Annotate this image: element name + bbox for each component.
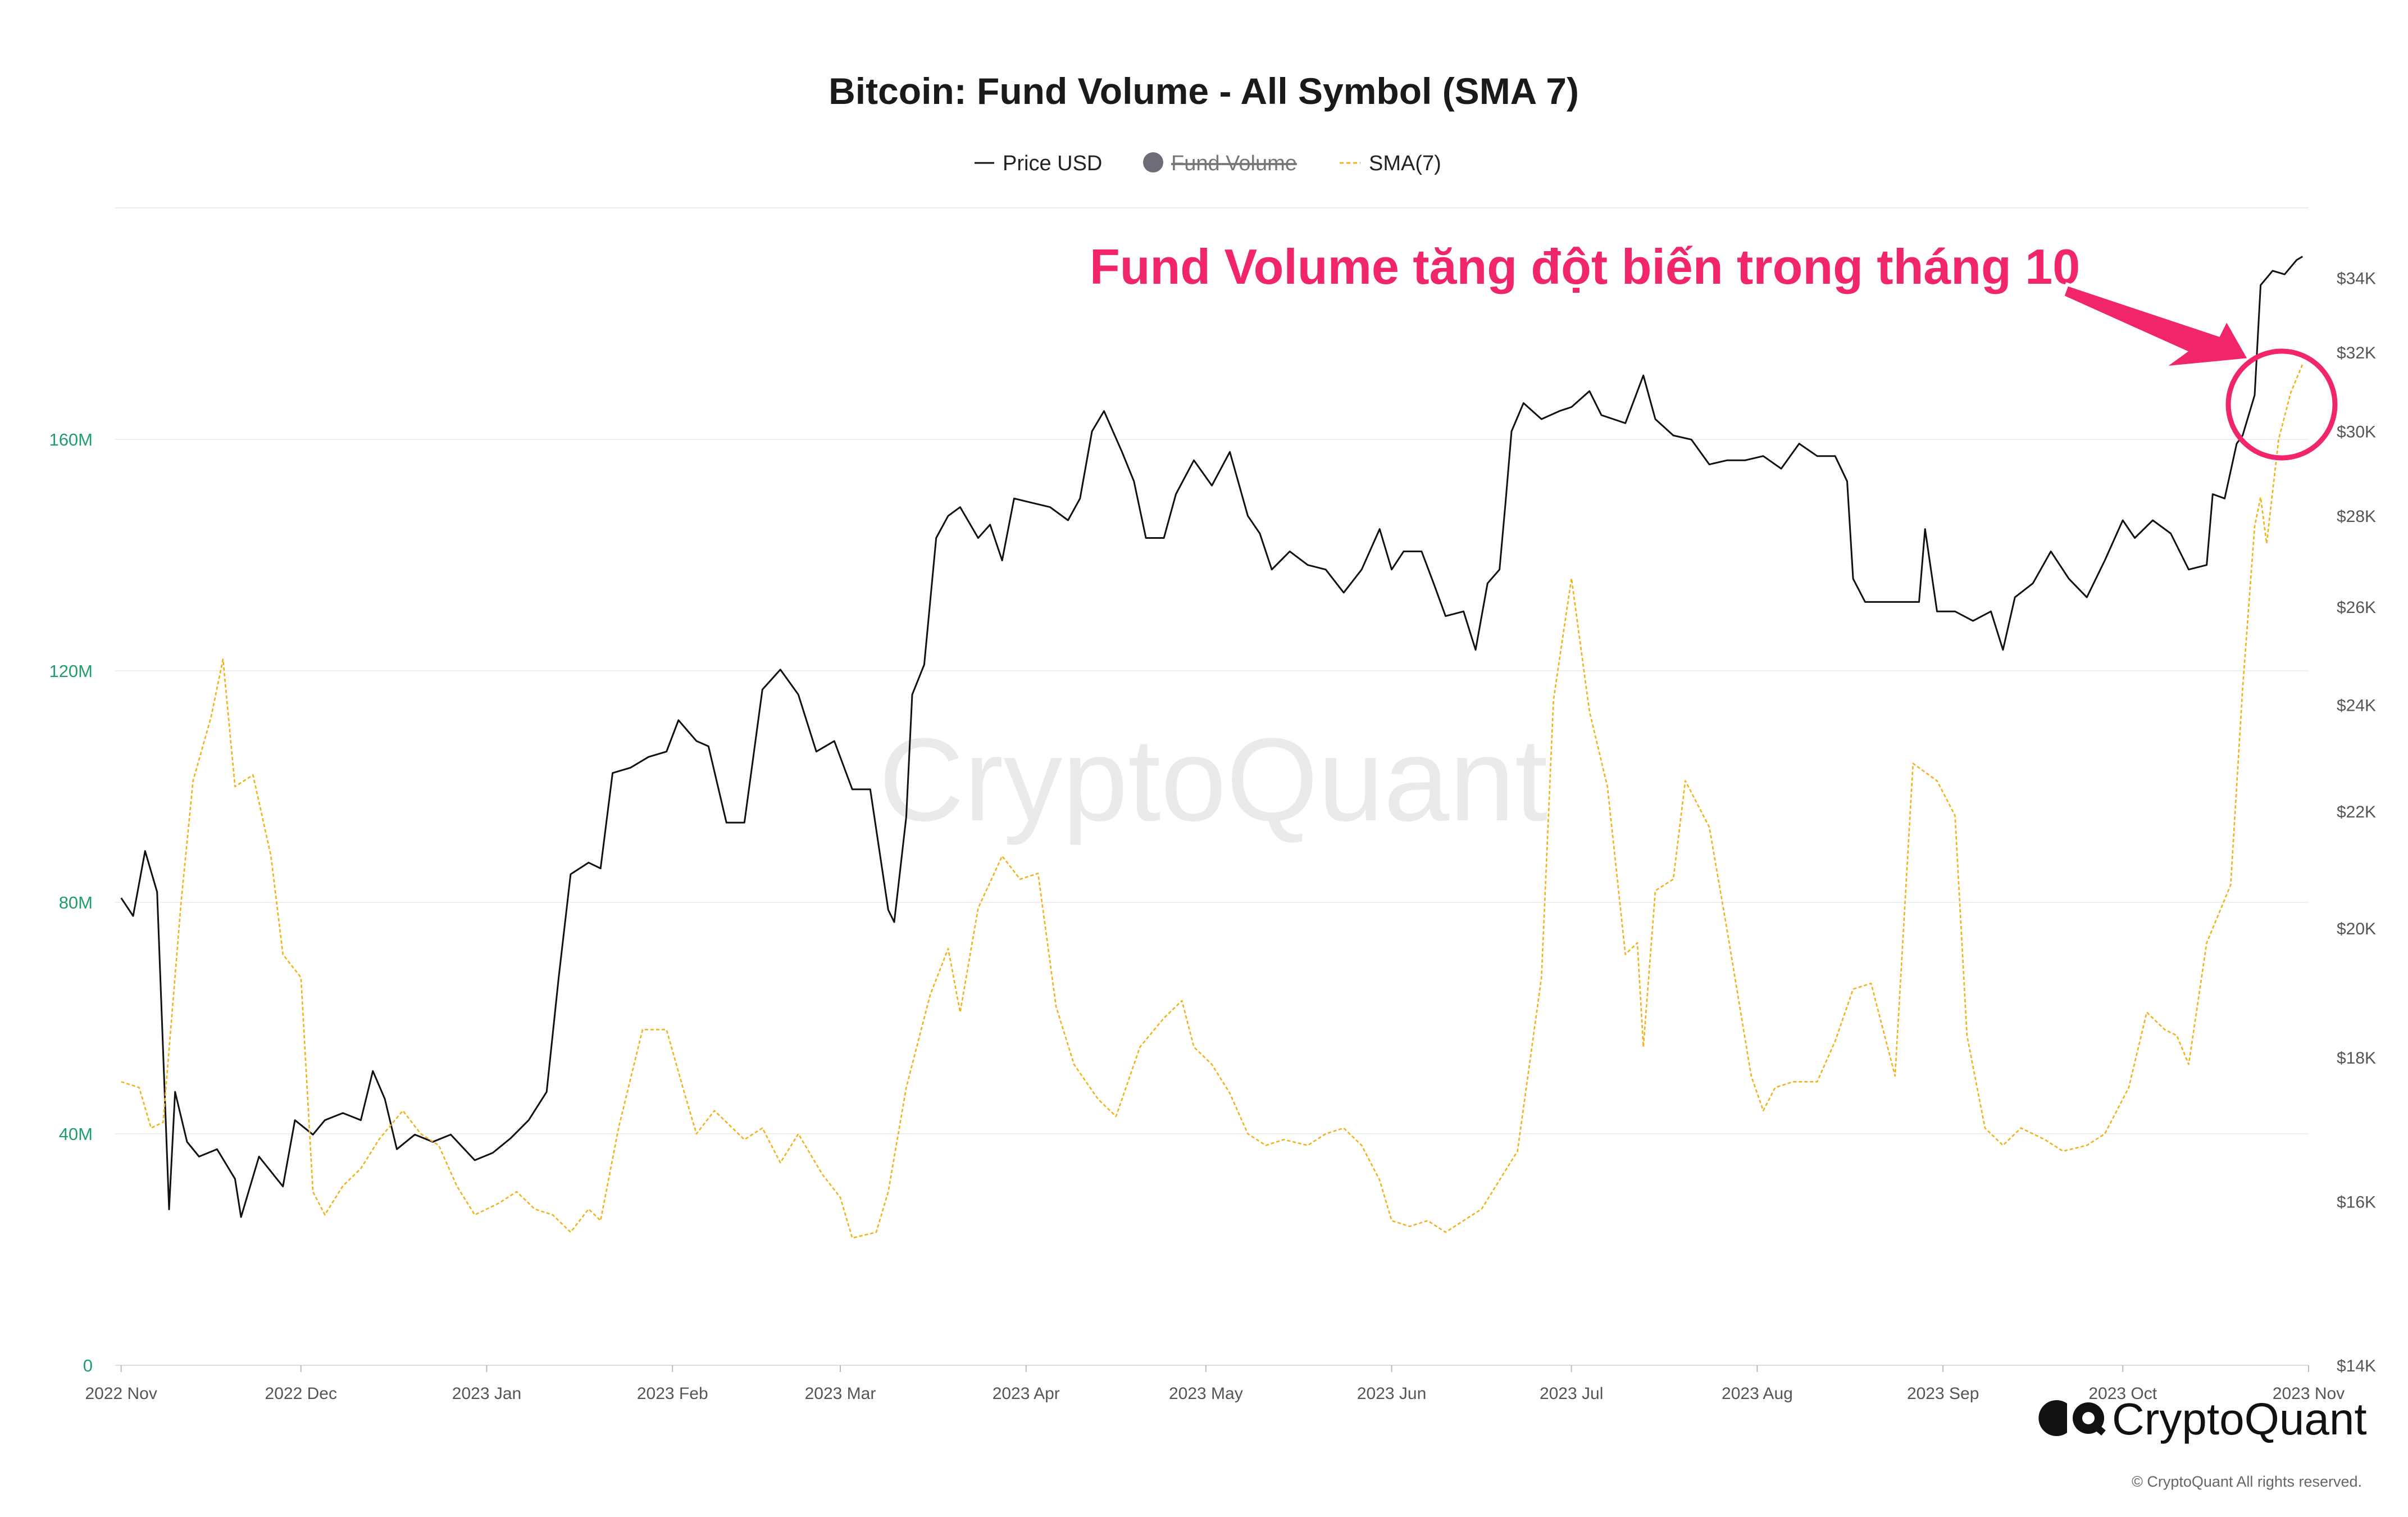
annotation: Fund Volume tăng đột biến trong tháng 10 (1086, 235, 2338, 461)
series-layer (120, 256, 2304, 1239)
legend-fund-volume-swatch (1143, 152, 1163, 172)
legend-item-price[interactable]: Price USD (975, 152, 1102, 175)
annotation-text: Fund Volume tăng đột biến trong tháng 10 (1090, 239, 2080, 294)
y-left-tick-label: 160M (49, 430, 93, 449)
y-right-tick-label: $24K (2337, 696, 2376, 715)
y-axis-left: 0 40M 80M 120M 160M (49, 430, 93, 1375)
y-right-tick-label: $32K (2337, 344, 2376, 362)
legend-item-sma[interactable]: SMA(7) (1340, 152, 1441, 175)
legend-sma-label: SMA(7) (1369, 152, 1441, 175)
legend[interactable]: Price USD Fund Volume SMA(7) (975, 152, 1441, 175)
chart-title: Bitcoin: Fund Volume - All Symbol (SMA 7… (829, 70, 1579, 112)
annotation-circle (2225, 348, 2338, 461)
y-left-tick-label: 80M (59, 893, 93, 912)
y-right-tick-label: $34K (2337, 270, 2376, 288)
legend-price-label: Price USD (1003, 152, 1102, 175)
y-left-tick-label: 0 (83, 1356, 93, 1375)
copyright: © CryptoQuant All rights reserved. (2132, 1473, 2362, 1490)
y-right-tick-label: $30K (2337, 423, 2376, 442)
x-tick-label: 2023 Jan (452, 1384, 521, 1403)
y-left-tick-label: 40M (59, 1124, 93, 1144)
brand-name: CryptoQuant (2112, 1394, 2367, 1444)
y-axis-right: $14K $16K $18K $20K $22K $24K $26K $28K $30K $32K… (2337, 270, 2376, 1375)
y-right-tick-label: $16K (2337, 1193, 2376, 1212)
x-tick-label: 2023 Mar (805, 1384, 876, 1403)
legend-fund-volume-label: Fund Volume (1171, 152, 1297, 175)
y-right-tick-label: $20K (2337, 920, 2376, 938)
x-tick-label: 2023 Oct (2088, 1384, 2157, 1403)
x-tick-label: 2023 Aug (1722, 1384, 1793, 1403)
x-tick-label: 2022 Dec (265, 1384, 337, 1403)
y-left-tick-label: 120M (49, 661, 93, 681)
annotation-arrow (2060, 282, 2252, 371)
x-tick-label: 2023 May (1169, 1384, 1243, 1403)
y-right-tick-label: $26K (2337, 598, 2376, 617)
x-tick-label: 2023 Jun (1357, 1384, 1426, 1403)
y-right-tick-label: $18K (2337, 1049, 2376, 1068)
x-tick-label: 2023 Sep (1907, 1384, 1979, 1403)
y-right-tick-label: $14K (2337, 1357, 2376, 1375)
x-tick-label: 2023 Nov (2273, 1384, 2345, 1403)
series-price-usd-line (120, 256, 2304, 1218)
watermark: CryptoQuant (879, 714, 1548, 846)
cryptoquant-logo-icon (2038, 1400, 2106, 1436)
x-tick-label: 2023 Feb (637, 1384, 708, 1403)
x-axis: 2022 Nov 2022 Dec 2023 Jan 2023 Feb 2023 Mar… (85, 1365, 2345, 1403)
gridlines (115, 207, 2309, 1366)
legend-item-fund-volume[interactable]: Fund Volume (1143, 152, 1297, 175)
x-tick-label: 2022 Nov (85, 1384, 157, 1403)
brand-logo: CryptoQuant © CryptoQuant All rights res… (2038, 1394, 2367, 1490)
y-right-tick-label: $22K (2337, 803, 2376, 821)
x-tick-label: 2023 Jul (1540, 1384, 1603, 1403)
x-tick-label: 2023 Apr (993, 1384, 1060, 1403)
y-right-tick-label: $28K (2337, 507, 2376, 526)
series-sma-7-line (121, 364, 2304, 1239)
